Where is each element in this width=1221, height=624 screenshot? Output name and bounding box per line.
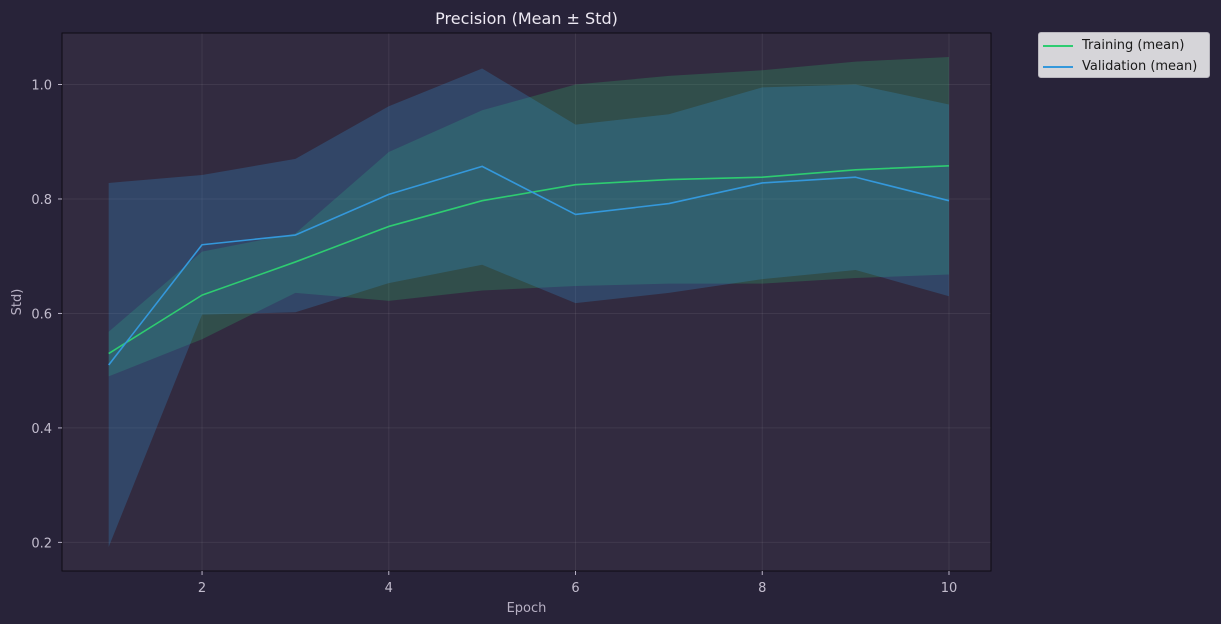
y-tick-label: 1.0	[31, 79, 52, 94]
legend-label: Validation (mean)	[1082, 59, 1198, 74]
legend-item-validation: Validation (mean)	[1043, 56, 1209, 77]
chart-title: Precision (Mean ± Std)	[435, 9, 618, 28]
x-tick-label: 8	[758, 581, 766, 596]
legend: Training (mean) Validation (mean)	[1038, 32, 1210, 78]
y-tick-label: 0.2	[31, 536, 52, 551]
series-line-training	[108, 164, 950, 355]
legend-item-training: Training (mean)	[1043, 35, 1209, 56]
y-tick-label: 0.6	[31, 307, 52, 322]
x-tick-label: 10	[941, 581, 958, 596]
x-tick-label: 4	[385, 581, 393, 596]
x-tick-label: 2	[198, 581, 206, 596]
y-tick-label: 0.4	[31, 422, 52, 437]
series-line-validation	[108, 165, 950, 366]
y-axis-label: Std)	[10, 289, 25, 316]
y-tick-label: 0.8	[31, 193, 52, 208]
plot-area	[62, 33, 991, 571]
x-axis-label: Epoch	[507, 601, 547, 616]
legend-swatch	[1043, 65, 1073, 68]
legend-swatch	[1043, 44, 1073, 47]
std-band-training	[108, 57, 949, 377]
x-tick-label: 6	[571, 581, 579, 596]
legend-label: Training (mean)	[1082, 38, 1185, 53]
axes-frame	[61, 32, 992, 572]
